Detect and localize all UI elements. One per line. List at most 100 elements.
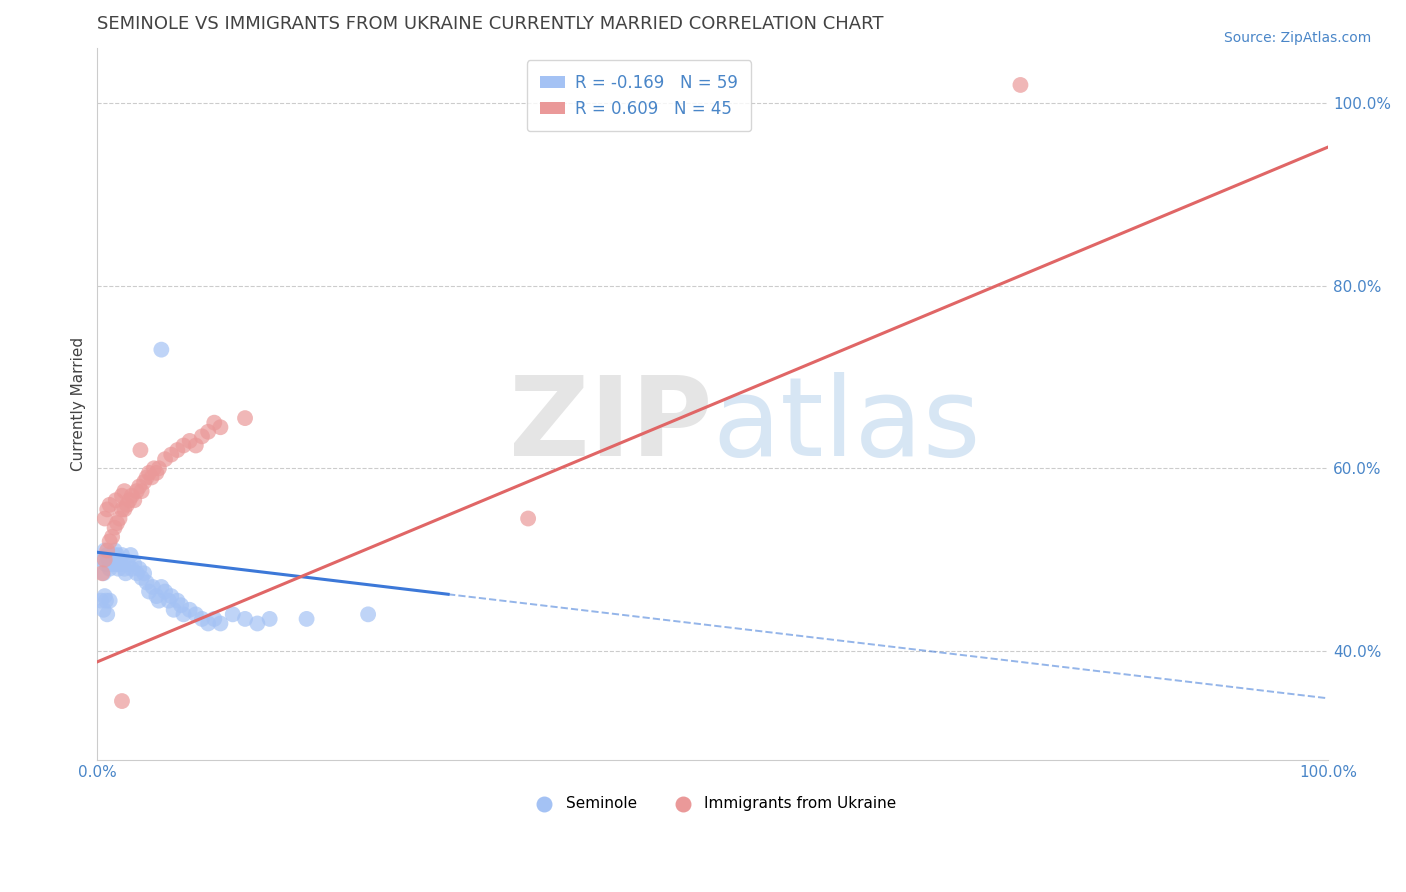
Point (131, 484, 153, 499)
Point (357, 607, 380, 622)
Point (145, 589, 167, 603)
Point (128, 562, 150, 576)
Point (93, 511, 115, 525)
Point (173, 438, 195, 452)
Point (121, 562, 143, 576)
Legend: Seminole, Immigrants from Ukraine: Seminole, Immigrants from Ukraine (523, 789, 903, 817)
Text: Source: ZipAtlas.com: Source: ZipAtlas.com (1223, 31, 1371, 45)
Point (115, 498, 138, 512)
Point (134, 475, 156, 489)
Point (93, 603, 115, 617)
Point (96, 543, 118, 558)
Point (259, 612, 281, 626)
Point (129, 443, 152, 458)
Point (111, 489, 134, 503)
Point (90, 552, 112, 566)
Point (150, 343, 173, 357)
Point (121, 489, 143, 503)
Point (233, 612, 256, 626)
Point (173, 607, 195, 622)
Point (100, 552, 122, 566)
Point (143, 461, 166, 475)
Point (135, 575, 157, 590)
Point (170, 598, 193, 612)
Point (98, 498, 121, 512)
Point (166, 443, 188, 458)
Point (98, 562, 121, 576)
Point (104, 557, 127, 571)
Point (517, 511, 540, 525)
Point (142, 580, 165, 594)
Point (101, 530, 124, 544)
Point (103, 548, 125, 562)
Point (163, 603, 186, 617)
Point (191, 429, 214, 443)
Point (91, 566, 114, 581)
Point (96, 607, 118, 622)
Point (125, 566, 148, 581)
Point (202, 612, 225, 626)
Point (111, 502, 134, 516)
Point (153, 452, 176, 467)
Point (112, 562, 135, 576)
Point (112, 484, 135, 499)
Point (97, 552, 120, 566)
Point (233, 411, 256, 425)
Text: ZIP: ZIP (509, 372, 713, 479)
Point (90, 593, 112, 607)
Point (128, 479, 150, 493)
Point (104, 493, 127, 508)
Point (110, 557, 132, 571)
Point (101, 557, 124, 571)
Point (246, 616, 269, 631)
Point (118, 493, 141, 508)
Point (184, 438, 207, 452)
Point (112, 502, 135, 516)
Point (98, 534, 121, 549)
Point (125, 484, 148, 499)
Point (209, 420, 232, 434)
Point (191, 612, 214, 626)
Point (138, 466, 160, 480)
Point (131, 571, 153, 585)
Point (145, 466, 167, 480)
Point (150, 580, 173, 594)
Point (107, 562, 129, 576)
Point (134, 566, 156, 581)
Point (105, 516, 128, 530)
Point (108, 552, 131, 566)
Point (105, 548, 128, 562)
Point (124, 493, 146, 508)
Point (184, 607, 207, 622)
Point (117, 557, 139, 571)
Point (138, 584, 160, 599)
Point (120, 548, 142, 562)
Point (114, 566, 136, 581)
Point (148, 593, 170, 607)
Point (179, 434, 201, 448)
Point (93, 566, 115, 581)
Point (202, 416, 225, 430)
Point (157, 593, 180, 607)
Point (94, 593, 117, 607)
Point (222, 607, 245, 622)
Point (103, 521, 125, 535)
Point (103, 543, 125, 558)
Point (179, 603, 201, 617)
Text: SEMINOLE VS IMMIGRANTS FROM UKRAINE CURRENTLY MARRIED CORRELATION CHART: SEMINOLE VS IMMIGRANTS FROM UKRAINE CURR… (97, 15, 884, 33)
Point (124, 557, 146, 571)
Point (93, 543, 115, 558)
Point (160, 589, 183, 603)
Point (1010, 78, 1032, 92)
Point (153, 584, 176, 599)
Point (148, 461, 170, 475)
Point (96, 502, 118, 516)
Point (135, 470, 157, 484)
Point (111, 548, 134, 562)
Text: atlas: atlas (713, 372, 981, 479)
Y-axis label: Currently Married: Currently Married (72, 337, 86, 472)
Point (197, 616, 219, 631)
Point (93, 552, 115, 566)
Point (98, 593, 121, 607)
Point (111, 694, 134, 708)
